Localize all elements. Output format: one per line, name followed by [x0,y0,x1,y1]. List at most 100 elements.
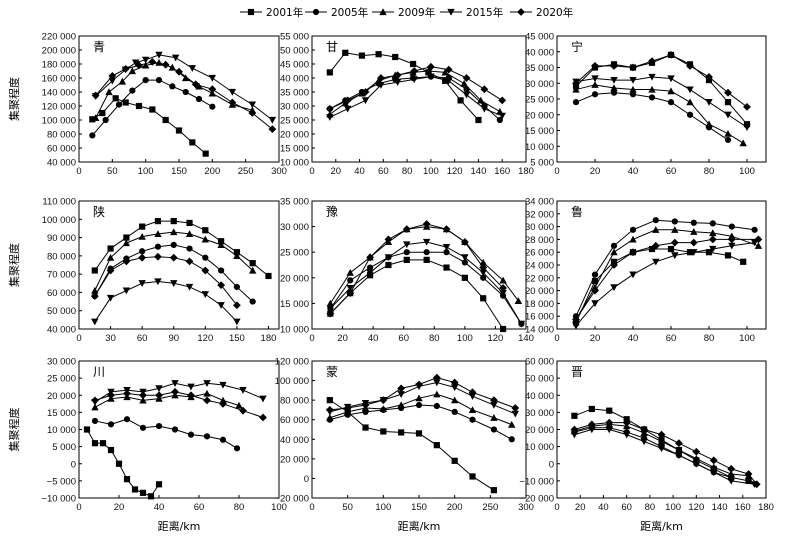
data-point [208,89,217,97]
data-point [629,91,637,98]
data-point [342,49,349,56]
y-tick-label: 5 000 [52,442,76,453]
data-point [490,414,498,421]
y-tick-label: 90 000 [47,233,76,244]
data-point [410,67,419,75]
data-point [745,477,752,484]
data-point [170,241,177,248]
data-point [169,253,178,262]
data-point [326,309,335,318]
x-tick-label: 120 [197,333,213,344]
data-point [154,243,162,250]
data-point [468,388,477,397]
data-point [724,129,732,137]
data-point [450,378,459,387]
data-point [640,425,648,434]
data-point [591,75,599,83]
data-point [686,249,694,256]
series-line [575,54,748,108]
data-point [202,227,209,234]
data-point [610,77,618,84]
series-2001年 [91,218,272,280]
plot-frame [556,360,767,499]
data-point [107,446,115,454]
data-point [511,404,520,412]
y-tick-label: 25 000 [47,374,76,385]
x-tick-label: 0 [76,166,81,177]
data-point [123,476,131,483]
series-2015年 [326,238,526,328]
y-tick-label: −10 000 [519,476,554,487]
y-tick-label: 60 000 [47,144,76,155]
data-point [591,286,599,295]
y-tick-label: −20 000 [519,494,554,505]
data-point [217,302,225,309]
x-tick-label: 60 [194,502,205,513]
data-point [403,249,410,256]
y-tick-label: 28 000 [525,235,554,246]
data-point [118,77,127,85]
legend-marker-triangle [379,8,387,16]
x-tick-label: 60 [398,333,409,344]
data-point [91,318,99,326]
series-line [94,418,238,449]
data-point [508,420,516,428]
data-point [457,97,464,104]
y-tick-label: 0 [71,459,76,470]
x-axis-label: 距离/km [158,519,201,533]
x-tick-label: 300 [271,166,287,177]
data-point [259,413,267,422]
data-point [477,96,485,104]
data-point [605,426,613,434]
series-line [575,54,748,125]
y-axis-label: 集聚程度 [7,243,21,287]
y-tick-label: 80 000 [280,396,309,407]
data-point [686,98,694,106]
data-point [667,99,675,106]
data-point [325,406,334,414]
data-point [667,87,675,95]
data-point [689,238,698,247]
x-tick-label: 250 [482,502,498,513]
data-point [171,54,180,62]
data-point [249,260,256,267]
data-point [131,486,139,493]
y-tick-label: 30 000 [47,357,76,368]
y-tick-label: 40 000 [525,391,554,402]
data-point [123,234,130,241]
y-tick-label: −5 000 [47,476,76,487]
x-tick-label: 60 [666,333,677,344]
data-point [450,396,459,404]
data-point [652,258,660,266]
series-2001年 [327,256,507,333]
data-point [203,380,211,387]
y-tick-label: 0 [549,459,554,470]
data-point [139,223,146,230]
y-tick-label: 20 000 [47,391,76,402]
data-point [490,426,497,433]
x-tick-label: 250 [238,166,254,177]
series-2001年 [326,49,482,124]
data-point [91,440,99,447]
data-point [377,74,385,82]
data-point [268,125,277,133]
data-point [686,62,694,70]
data-point [385,261,392,269]
data-point [709,456,718,465]
x-tick-label: 100 [375,502,391,513]
data-point [148,58,157,66]
y-tick-label: 5 000 [530,158,554,169]
data-point [499,325,507,333]
data-point [629,271,637,279]
data-point [343,96,352,105]
data-point [686,111,694,118]
data-point [648,94,656,101]
data-point [415,401,423,409]
data-point [129,87,136,94]
data-point [248,266,257,274]
data-point [366,264,374,271]
series-2020年 [91,58,277,133]
data-point [572,322,580,330]
data-point [450,384,459,392]
series-line [91,79,213,136]
